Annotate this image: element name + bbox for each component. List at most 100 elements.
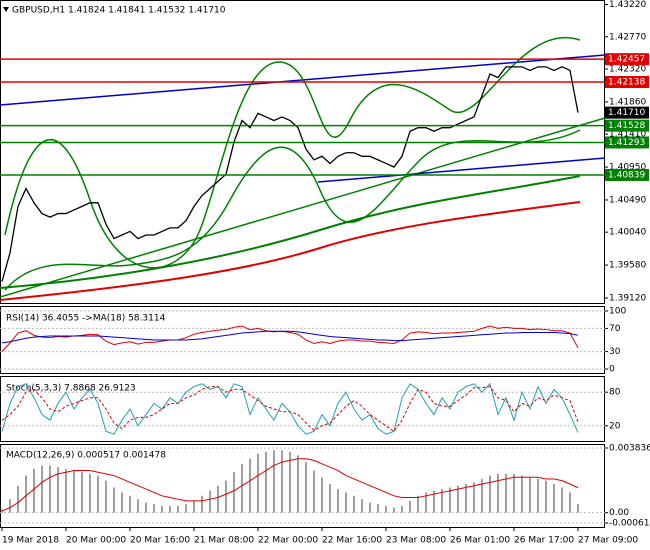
panel-title: GBPUSD,H1 1.41824 1.41841 1.41532 1.4171… [12, 6, 226, 16]
bar [97, 475, 99, 513]
bar [425, 492, 427, 513]
level-label: 1.41528 [608, 121, 645, 131]
bar [313, 470, 315, 513]
bar [529, 477, 531, 513]
level-tag [605, 119, 649, 132]
bar [521, 475, 523, 513]
level-label: 1.40839 [608, 170, 645, 180]
x-tick-label: 20 Mar 00:00 [66, 536, 126, 546]
bar [289, 451, 291, 513]
x-tick-label: 23 Mar 08:00 [386, 536, 446, 546]
collapse-icon [3, 7, 9, 12]
moving-average [0, 201, 581, 301]
level-label: 1.42138 [608, 78, 645, 88]
y-tick-label: 1.39120 [609, 293, 646, 303]
indicator-line [1, 458, 579, 512]
bar [321, 477, 323, 513]
panel-title: RSI(14) 36.4055 ->MA(18) 58.3114 [6, 314, 166, 324]
bar [209, 490, 211, 513]
bar [513, 473, 515, 513]
bar [145, 502, 147, 513]
bar [449, 487, 451, 513]
main-panel-frame [0, 0, 605, 304]
bar [41, 465, 43, 513]
bar [361, 499, 363, 513]
bar [377, 504, 379, 513]
last-price-label: 1.41710 [608, 108, 645, 118]
y-tick-label: -0.000612 [609, 519, 650, 529]
panel-title: MACD(12,26,9) 0.000517 0.001478 [6, 451, 166, 461]
bar [137, 499, 139, 513]
bar [345, 492, 347, 513]
stoch-panel-frame [0, 376, 605, 442]
y-tick-label: 80 [609, 388, 621, 398]
y-tick-label: 0 [609, 365, 615, 375]
indicator-line [1, 386, 579, 433]
bar [121, 492, 123, 513]
bar [537, 478, 539, 513]
bar [569, 492, 571, 513]
bar [89, 473, 91, 513]
y-tick-label: 100 [609, 307, 626, 317]
trend-line [0, 54, 606, 106]
indicator-line [1, 330, 579, 344]
bar [161, 505, 163, 513]
bar [177, 505, 179, 513]
bar [473, 482, 475, 513]
bar [169, 505, 171, 513]
y-tick-label: 1.41410 [609, 130, 646, 140]
macd-panel-frame [0, 444, 605, 528]
level-tag [605, 53, 649, 66]
bar [481, 478, 483, 513]
x-tick-label: 21 Mar 08:00 [194, 536, 254, 546]
y-tick-label: 70 [609, 324, 621, 334]
bar [25, 475, 27, 513]
bar [385, 505, 387, 513]
y-tick-label: 1.40950 [609, 163, 646, 173]
y-tick-label: 1.42320 [609, 64, 646, 74]
bar [369, 502, 371, 513]
bar [105, 480, 107, 513]
bar [329, 484, 331, 513]
bar [73, 470, 75, 513]
bar [497, 473, 499, 513]
y-tick-label: 0.003836 [609, 444, 650, 454]
bar [113, 487, 115, 513]
bar [457, 485, 459, 513]
bar [281, 450, 283, 513]
bar [489, 475, 491, 513]
last-price-tag [605, 106, 649, 119]
bar [409, 500, 411, 513]
bar [265, 451, 267, 513]
bar [465, 484, 467, 513]
x-tick-label: 22 Mar 00:00 [258, 536, 318, 546]
bar [305, 462, 307, 513]
y-tick-label: 20 [609, 421, 621, 431]
bar [9, 499, 11, 513]
y-tick-label: 1.43220 [609, 0, 646, 10]
bar [17, 485, 19, 513]
bar [393, 507, 395, 513]
rsi-panel-frame [0, 306, 605, 374]
bar [49, 465, 51, 513]
indicator-line [1, 325, 579, 352]
level-label: 1.42457 [608, 55, 645, 65]
x-tick-label: 26 Mar 01:00 [450, 536, 510, 546]
x-tick-label: 22 Mar 16:00 [322, 536, 382, 546]
y-tick-label: 1.42770 [609, 32, 646, 42]
bar [33, 468, 35, 513]
y-tick-label: 30 [609, 347, 621, 357]
bar [193, 500, 195, 513]
bar [545, 480, 547, 513]
bar [337, 489, 339, 513]
bar [65, 468, 67, 513]
y-tick-label: 1.41860 [609, 97, 646, 107]
price-line [1, 66, 579, 282]
x-tick-label: 19 Mar 2018 [2, 536, 59, 546]
bar [273, 450, 275, 513]
bar [257, 453, 259, 513]
x-tick-label: 27 Mar 09:00 [578, 536, 638, 546]
bar [57, 467, 59, 513]
y-tick-label: 0.00 [609, 508, 629, 518]
